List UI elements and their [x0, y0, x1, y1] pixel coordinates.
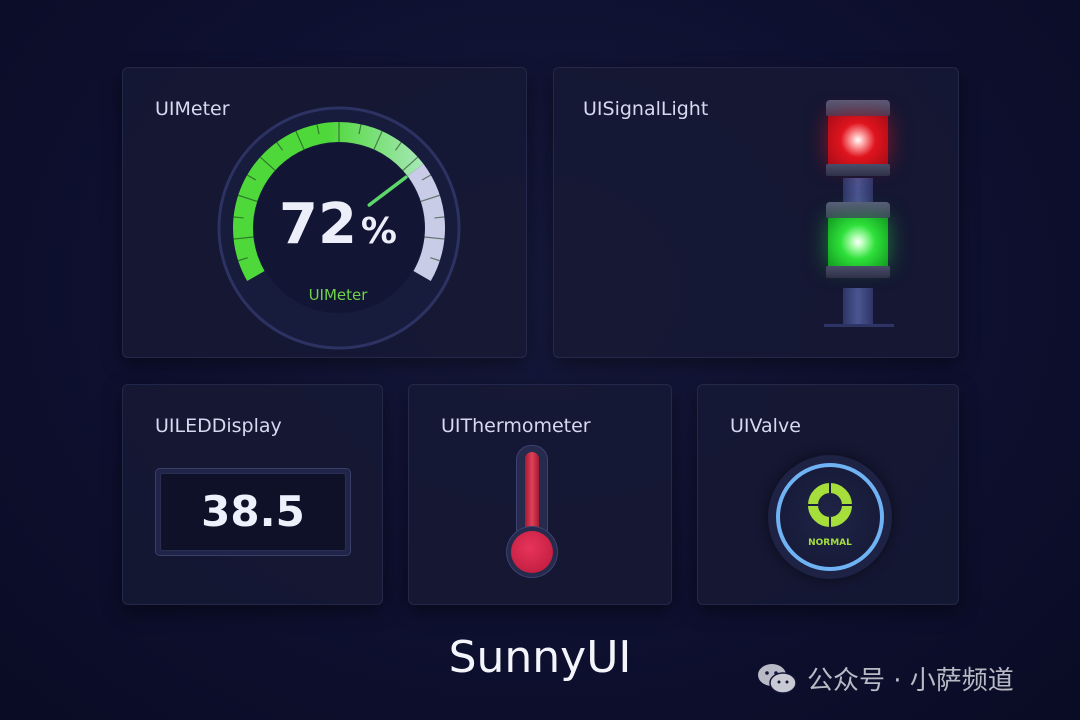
gauge-tick: [233, 216, 244, 219]
watermark: 公众号 · 小萨频道: [757, 660, 1014, 697]
wechat-icon: [758, 663, 797, 694]
gauge-needle: [367, 175, 408, 207]
thermometer-title: UIThermometer: [441, 415, 591, 437]
gauge-tick: [424, 236, 445, 240]
signal-light-card: UISignalLight: [553, 67, 959, 358]
gauge-face: [254, 143, 424, 313]
valve-status: NORMAL: [808, 538, 852, 548]
thermometer-bulb: [511, 531, 553, 573]
watermark-text: 公众号 · 小萨频道: [807, 666, 1014, 696]
led-display-card: UILEDDisplay 38.5: [122, 384, 383, 605]
gauge-value-arc: [232, 121, 424, 281]
gauge-tick: [394, 141, 402, 151]
signal-pole: [843, 288, 873, 324]
gauge-tick: [421, 174, 432, 181]
meter-title: UIMeter: [155, 98, 230, 120]
gauge-tick: [233, 236, 254, 240]
gauge-tick: [276, 141, 284, 151]
led-value: 38.5: [160, 473, 346, 551]
valve-card: UIValve NORMAL: [697, 384, 959, 605]
led-display-title: UILEDDisplay: [155, 415, 282, 437]
gauge-tick: [373, 130, 383, 150]
gauge-tick: [420, 194, 440, 202]
gauge-tick: [402, 156, 419, 171]
meter-value-number: 72: [278, 192, 357, 257]
valve-ring: NORMAL: [776, 463, 884, 571]
signal-pole-middle: [843, 178, 873, 204]
led-display: 38.5: [155, 468, 351, 556]
meter-label: UIMeter: [308, 286, 368, 304]
gauge-rest-arc: [407, 163, 445, 281]
valve-button[interactable]: NORMAL: [768, 455, 892, 579]
signal-lamp-red: [826, 100, 890, 176]
thermometer-card: UIThermometer: [408, 384, 672, 605]
signal-light-title: UISignalLight: [583, 98, 709, 120]
gauge-tick: [358, 124, 362, 135]
meter-gauge: [217, 106, 461, 350]
valve-status-icon: [808, 483, 852, 527]
gauge-tick: [430, 257, 440, 262]
signal-base: [824, 324, 894, 327]
meter-card: UIMeter 72% UIMeter: [122, 67, 527, 358]
gauge-tick: [259, 156, 276, 171]
gauge-tick: [238, 194, 258, 202]
gauge-tick: [295, 130, 305, 150]
gauge-tick: [238, 257, 248, 262]
valve-title: UIValve: [730, 415, 801, 437]
brand-title: SunnyUI: [448, 632, 632, 683]
gauge-tick: [316, 124, 320, 135]
gauge-tick: [434, 216, 445, 219]
gauge-tick: [246, 174, 257, 181]
meter-value: 72%: [273, 192, 403, 257]
meter-unit: %: [360, 211, 397, 252]
signal-lamp-green: [826, 202, 890, 278]
